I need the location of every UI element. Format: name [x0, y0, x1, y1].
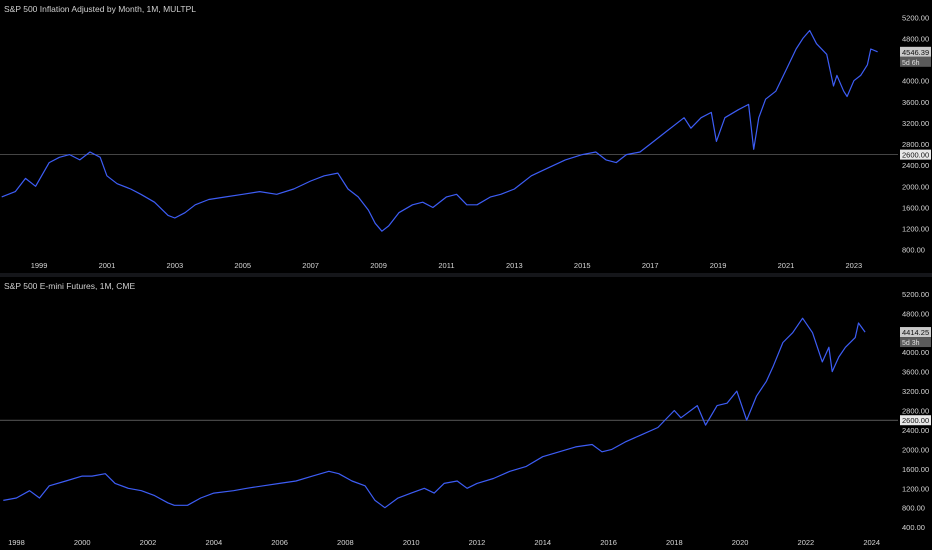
chart-canvas-bottom[interactable]: 5200.004800.004400.004000.003600.003200.… — [0, 277, 932, 550]
x-tick-label: 2008 — [337, 538, 354, 547]
x-tick-label: 2019 — [710, 261, 727, 270]
y-tick-label: 2800.00 — [902, 140, 929, 149]
x-tick-label: 2015 — [574, 261, 591, 270]
level-label-text: 2600.00 — [902, 416, 929, 425]
countdown-bg — [900, 56, 931, 67]
x-tick-label: 2004 — [205, 538, 222, 547]
y-tick-label: 5200.00 — [902, 13, 929, 22]
level-label-bg — [900, 149, 931, 160]
y-tick-label: 2400.00 — [902, 161, 929, 170]
y-tick-label: 400.00 — [902, 523, 925, 532]
x-tick-label: 2010 — [403, 538, 420, 547]
y-tick-label: 2000.00 — [902, 445, 929, 454]
last-price-bg — [900, 327, 931, 338]
x-tick-label: 2017 — [642, 261, 659, 270]
series-line — [3, 317, 866, 509]
countdown-text: 5d 6h — [902, 60, 920, 67]
x-tick-label: 2005 — [234, 261, 251, 270]
chart-title-bottom: S&P 500 E-mini Futures, 1M, CME — [4, 281, 136, 291]
y-tick-label: 1200.00 — [902, 225, 929, 234]
last-price-box: 4414.25 5d 3h — [900, 327, 931, 348]
x-tick-label: 2018 — [666, 538, 683, 547]
level-label-box: 2600.00 — [900, 149, 931, 160]
x-tick-label: 2000 — [74, 538, 91, 547]
x-tick-label: 2013 — [506, 261, 523, 270]
countdown-text: 5d 3h — [902, 340, 920, 347]
level-label-box: 2600.00 — [900, 415, 931, 426]
y-tick-label: 1600.00 — [902, 465, 929, 474]
last-price-text: 4546.39 — [902, 48, 929, 57]
chart-pane-bottom[interactable]: 5200.004800.004400.004000.003600.003200.… — [0, 277, 932, 550]
x-tick-label: 2014 — [534, 538, 551, 547]
chart-canvas-top[interactable]: 5200.004800.004400.004000.003600.003200.… — [0, 0, 932, 273]
y-tick-label: 3600.00 — [902, 98, 929, 107]
y-tick-label: 4000.00 — [902, 77, 929, 86]
x-tick-label: 2009 — [370, 261, 387, 270]
x-tick-label: 2021 — [778, 261, 795, 270]
y-tick-label: 3200.00 — [902, 387, 929, 396]
pane-divider[interactable] — [0, 273, 932, 277]
y-tick-label: 800.00 — [902, 246, 925, 255]
x-tick-label: 2024 — [863, 538, 880, 547]
last-price-box: 4546.39 5d 6h — [900, 46, 931, 67]
x-tick-label: 2002 — [140, 538, 157, 547]
x-tick-label: 2020 — [732, 538, 749, 547]
y-tick-label: 4800.00 — [902, 34, 929, 43]
y-tick-label: 2400.00 — [902, 426, 929, 435]
y-tick-label: 3600.00 — [902, 368, 929, 377]
level-label-bg — [900, 415, 931, 426]
x-tick-label: 2003 — [167, 261, 184, 270]
series-line — [1, 29, 878, 232]
y-tick-label: 1200.00 — [902, 484, 929, 493]
last-price-text: 4414.25 — [902, 328, 929, 337]
x-tick-label: 2012 — [469, 538, 486, 547]
x-tick-label: 2011 — [438, 261, 454, 270]
y-tick-label: 1600.00 — [902, 203, 929, 212]
countdown-bg — [900, 337, 931, 348]
x-tick-label: 2007 — [302, 261, 319, 270]
chart-title-top: S&P 500 Inflation Adjusted by Month, 1M,… — [4, 4, 196, 14]
y-tick-label: 2000.00 — [902, 182, 929, 191]
x-tick-label: 1998 — [8, 538, 25, 547]
x-tick-label: 2022 — [798, 538, 815, 547]
x-tick-label: 1999 — [31, 261, 48, 270]
y-tick-label: 3200.00 — [902, 119, 929, 128]
last-price-bg — [900, 46, 931, 57]
chart-pane-top[interactable]: 5200.004800.004400.004000.003600.003200.… — [0, 0, 932, 273]
x-tick-label: 2006 — [271, 538, 288, 547]
y-tick-label: 5200.00 — [902, 290, 929, 299]
x-tick-label: 2023 — [846, 261, 863, 270]
y-tick-label: 2800.00 — [902, 407, 929, 416]
x-tick-label: 2001 — [99, 261, 116, 270]
level-label-text: 2600.00 — [902, 151, 929, 160]
y-tick-label: 800.00 — [902, 504, 925, 513]
y-tick-label: 4800.00 — [902, 309, 929, 318]
y-tick-label: 4000.00 — [902, 348, 929, 357]
x-tick-label: 2016 — [600, 538, 617, 547]
